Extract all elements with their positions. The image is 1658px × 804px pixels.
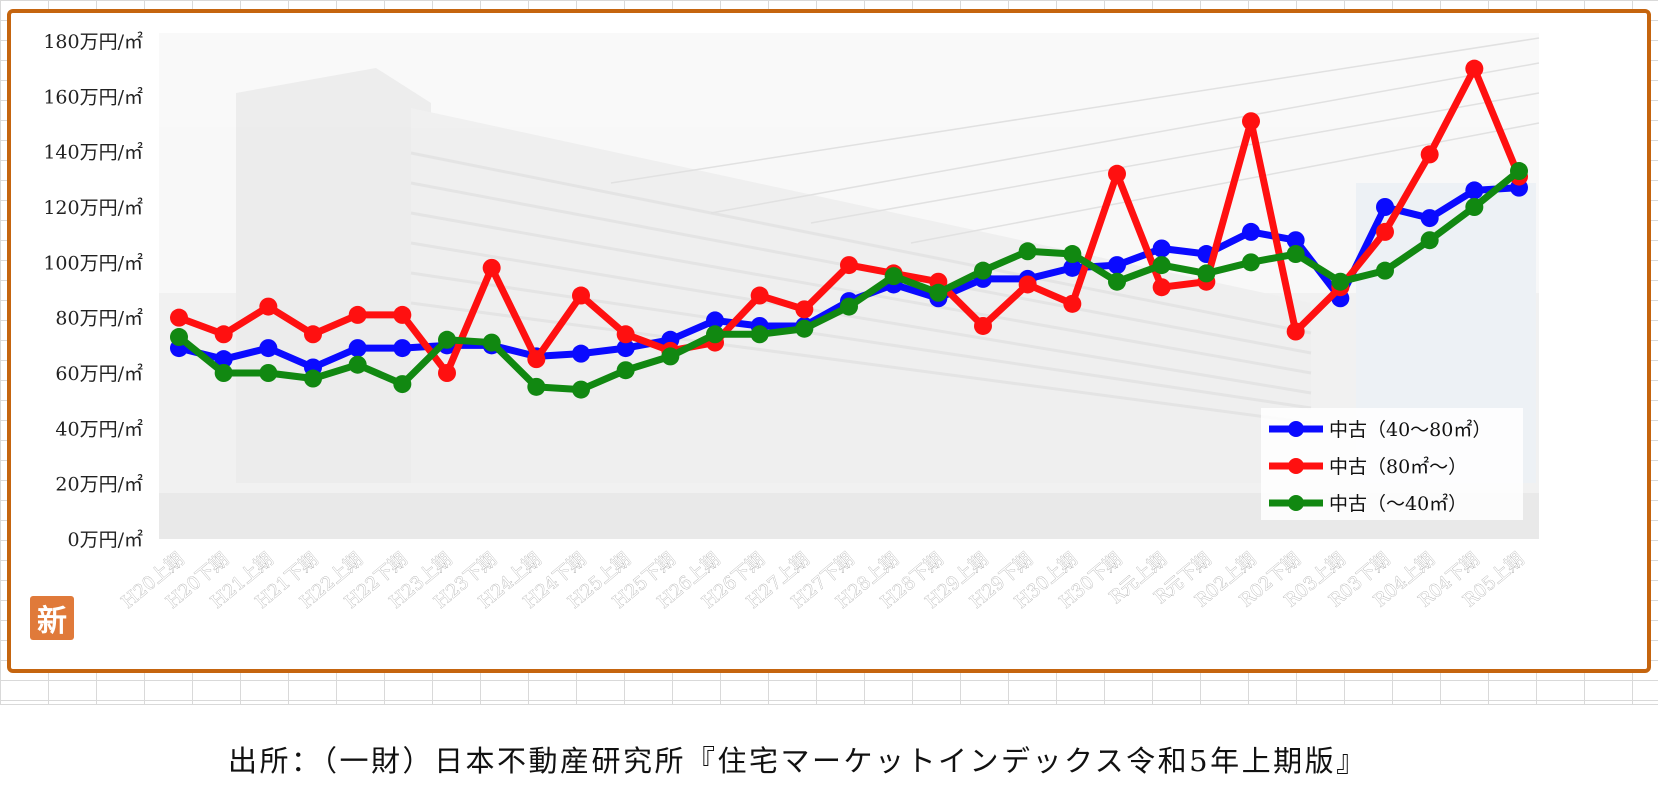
line-chart: 0万円/㎡ 20万円/㎡ 40万円/㎡ 60万円/㎡ 80万円/㎡ 100万円/㎡ 120万… bbox=[43, 30, 1540, 613]
data-point bbox=[438, 364, 456, 382]
data-point bbox=[974, 261, 992, 280]
data-point bbox=[706, 311, 724, 330]
series-2 bbox=[170, 59, 1528, 382]
legend-label: 中古（～40㎡） bbox=[1329, 492, 1467, 515]
data-point bbox=[1152, 239, 1171, 258]
data-point bbox=[393, 305, 412, 324]
data-point bbox=[259, 339, 278, 358]
data-point bbox=[1376, 261, 1394, 280]
series-3 bbox=[170, 162, 1528, 399]
data-point bbox=[1018, 275, 1037, 294]
data-point bbox=[1376, 222, 1394, 241]
data-point bbox=[393, 375, 412, 394]
data-point bbox=[750, 325, 769, 344]
data-point bbox=[1108, 272, 1126, 291]
data-point bbox=[304, 325, 322, 344]
data-point bbox=[482, 258, 501, 277]
data-point bbox=[214, 325, 233, 344]
y-tick-label: 160万円/㎡ bbox=[43, 85, 143, 108]
spreadsheet-area bbox=[0, 704, 1658, 804]
legend: 中古（40～80㎡） 中古（80㎡～） 中古（～40㎡） bbox=[1261, 408, 1523, 520]
data-point bbox=[170, 308, 188, 327]
y-tick-label: 0万円/㎡ bbox=[68, 528, 144, 551]
data-point bbox=[393, 339, 412, 358]
data-point bbox=[795, 319, 814, 338]
data-point bbox=[616, 325, 635, 344]
data-point bbox=[884, 267, 903, 286]
data-point bbox=[840, 256, 858, 275]
data-point bbox=[1108, 164, 1126, 183]
data-point bbox=[1242, 112, 1260, 131]
data-point bbox=[616, 361, 635, 380]
data-point bbox=[1286, 322, 1305, 341]
source-citation: 出所：（一財）日本不動産研究所『住宅マーケットインデックス令和5年上期版』 bbox=[228, 744, 1368, 778]
y-tick-label: 100万円/㎡ bbox=[43, 251, 143, 274]
new-badge: 新 bbox=[30, 596, 74, 640]
data-point bbox=[1152, 278, 1171, 297]
legend-swatch-marker bbox=[1288, 495, 1304, 511]
data-point bbox=[1286, 231, 1305, 250]
data-point bbox=[1420, 209, 1439, 228]
data-point bbox=[1465, 181, 1484, 200]
data-point bbox=[661, 347, 680, 366]
chart-frame: 0万円/㎡ 20万円/㎡ 40万円/㎡ 60万円/㎡ 80万円/㎡ 100万円/㎡ 120万… bbox=[7, 9, 1651, 673]
data-point bbox=[348, 355, 367, 374]
data-point bbox=[1063, 245, 1082, 264]
y-tick-label: 40万円/㎡ bbox=[55, 417, 143, 440]
data-point bbox=[482, 333, 501, 352]
data-point bbox=[1420, 231, 1439, 250]
data-point bbox=[1420, 145, 1439, 164]
legend-label: 中古（80㎡～） bbox=[1329, 455, 1467, 478]
data-point bbox=[1465, 198, 1484, 216]
y-tick-label: 140万円/㎡ bbox=[43, 141, 143, 164]
data-point bbox=[929, 283, 948, 302]
data-point bbox=[572, 286, 590, 305]
data-point bbox=[1018, 242, 1037, 261]
data-point bbox=[1331, 272, 1350, 291]
data-point bbox=[170, 328, 188, 347]
data-point bbox=[572, 344, 590, 363]
data-point bbox=[259, 297, 278, 316]
data-point bbox=[750, 286, 769, 305]
data-point bbox=[706, 325, 724, 344]
legend-swatch-marker bbox=[1288, 421, 1304, 437]
data-point bbox=[438, 330, 456, 349]
data-point bbox=[1510, 162, 1528, 181]
data-point bbox=[214, 364, 233, 382]
y-tick-label: 120万円/㎡ bbox=[43, 196, 143, 219]
data-point bbox=[1376, 198, 1394, 216]
legend-label: 中古（40～80㎡） bbox=[1329, 418, 1491, 441]
data-point bbox=[1108, 256, 1126, 275]
data-point bbox=[1286, 245, 1305, 264]
data-point bbox=[259, 364, 278, 382]
data-point bbox=[974, 316, 992, 335]
data-point bbox=[840, 297, 858, 316]
data-point bbox=[214, 350, 233, 369]
data-point bbox=[527, 377, 546, 396]
data-point bbox=[304, 369, 322, 388]
data-point bbox=[1152, 256, 1171, 275]
data-point bbox=[348, 339, 367, 358]
legend-swatch-marker bbox=[1288, 458, 1304, 474]
data-point bbox=[348, 305, 367, 324]
data-point bbox=[616, 339, 635, 358]
data-point bbox=[795, 300, 814, 319]
data-point bbox=[527, 350, 546, 369]
series-layer bbox=[170, 59, 1528, 399]
data-point bbox=[1242, 222, 1260, 241]
data-point bbox=[1197, 264, 1216, 283]
data-point bbox=[1242, 253, 1260, 272]
data-point bbox=[1465, 59, 1484, 78]
y-tick-label: 180万円/㎡ bbox=[43, 30, 143, 53]
y-tick-label: 80万円/㎡ bbox=[55, 307, 143, 330]
data-point bbox=[572, 380, 590, 399]
y-tick-label: 60万円/㎡ bbox=[55, 362, 143, 385]
y-axis: 0万円/㎡ 20万円/㎡ 40万円/㎡ 60万円/㎡ 80万円/㎡ 100万円/㎡ 120万… bbox=[43, 30, 143, 551]
y-tick-label: 20万円/㎡ bbox=[55, 473, 143, 496]
data-point bbox=[1063, 294, 1082, 313]
x-axis: H20上期H20下期H21上期H21下期H22上期H22下期H23上期H23下期… bbox=[117, 548, 1528, 613]
data-point bbox=[1063, 258, 1082, 277]
